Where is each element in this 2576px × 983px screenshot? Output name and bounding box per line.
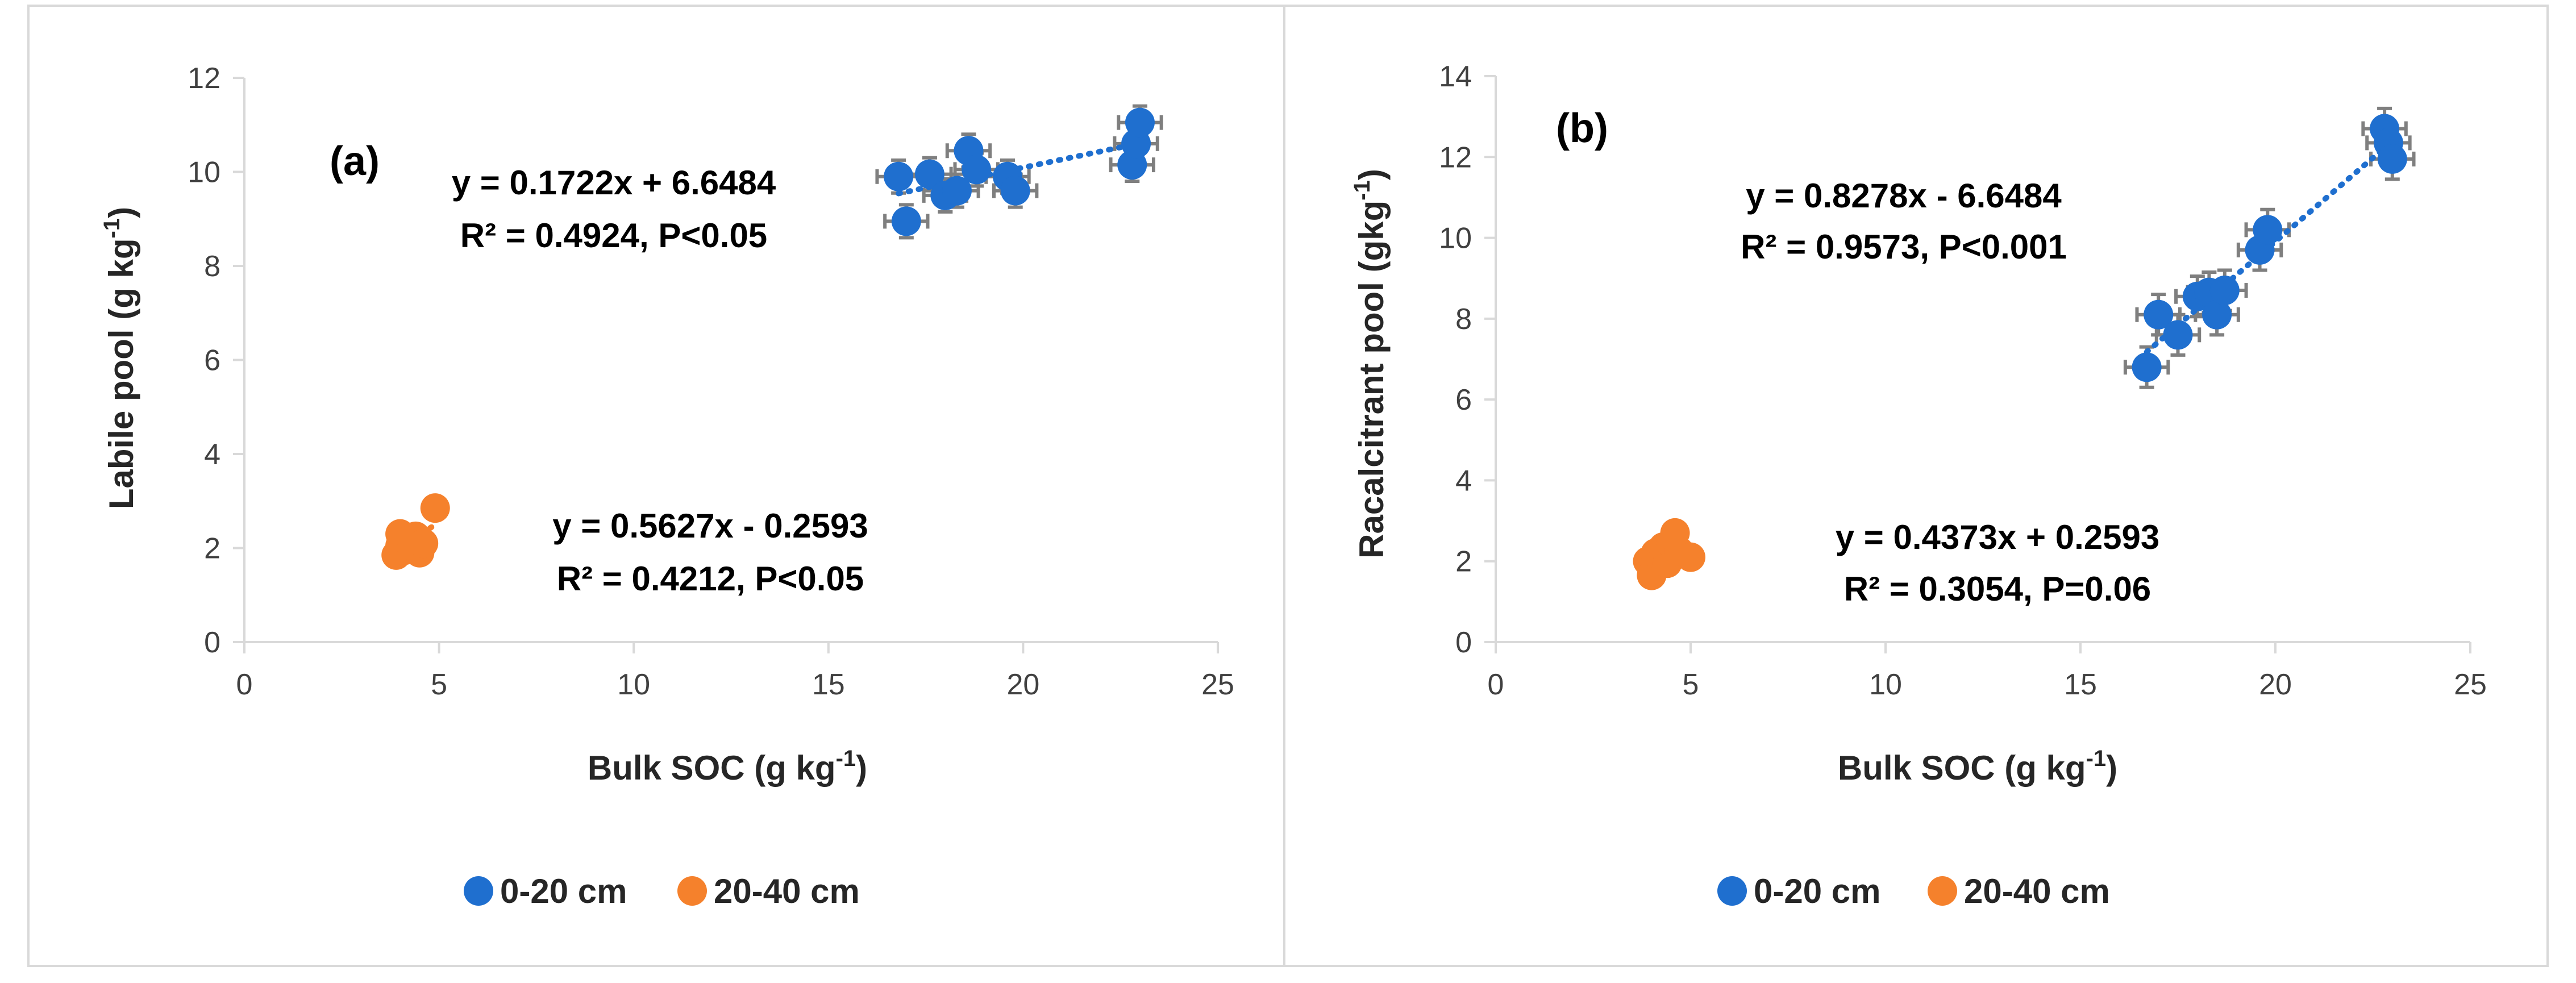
panel-a-point-0-20 <box>884 161 914 191</box>
panel-b-legend-label-0-20: 0-20 cm <box>1754 872 1880 910</box>
panel-b-y-ticks: 0 2 4 6 8 10 12 14 <box>1439 60 1496 659</box>
panel-b-y-tick-label: 12 <box>1439 141 1472 174</box>
panel-a-y-tick-label: 2 <box>204 532 220 565</box>
panel-a-point-0-20 <box>942 176 972 206</box>
panel-b-eq-0-20: y = 0.8278x - 6.6484 <box>1746 177 2062 215</box>
panel-a-point-0-20 <box>962 155 992 185</box>
panel-b-x-tick-label: 20 <box>2259 668 2292 701</box>
panel-a-x-tick-label: 15 <box>812 668 845 701</box>
panel-b-y-title: Racalcitrant pool (gkg-1) <box>1350 169 1391 559</box>
panel-b-eq-20-40: y = 0.4373x + 0.2593 <box>1836 518 2160 556</box>
panel-a-y-tick-label: 4 <box>204 438 220 471</box>
panel-b-y-tick-label: 8 <box>1455 303 1472 336</box>
panel-b-point-0-20 <box>2209 276 2240 306</box>
panel-a-legend-marker-20-40 <box>677 876 707 906</box>
panel-b-point-0-20 <box>2132 352 2162 382</box>
panel-a-x-title: Bulk SOC (g kg-1) <box>588 746 867 787</box>
panel-a: 0 2 4 6 8 10 12 0 5 10 15 20 25 (a) y = 0.1722x + 6… <box>27 5 1285 967</box>
panel-a-y-title: Labile pool (g kg-1) <box>99 207 140 509</box>
panel-b-label: (b) <box>1556 106 1608 151</box>
panel-a-x-tick-label: 0 <box>236 668 253 701</box>
panel-b-point-0-20 <box>2253 215 2283 245</box>
panel-b-border <box>1283 5 2549 967</box>
panel-a-legend-label-20-40: 20-40 cm <box>714 872 860 910</box>
panel-a-legend: 0-20 cm 20-40 cm <box>464 872 860 910</box>
panel-a-label: (a) <box>330 139 380 184</box>
panel-a-y-tick-label: 6 <box>204 344 220 377</box>
panel-b-x-tick-label: 10 <box>1869 668 1902 701</box>
panel-a-marks <box>381 104 1163 570</box>
panel-b-y-tick-label: 0 <box>1455 626 1472 659</box>
panel-a-r2-20-40: R² = 0.4212, P<0.05 <box>557 560 864 598</box>
panel-a-y-ticks: 0 2 4 6 8 10 12 <box>188 62 244 659</box>
panel-a-point-0-20 <box>1000 176 1030 206</box>
panel-a-x-ticks: 0 5 10 15 20 25 <box>236 642 1234 701</box>
panel-a-legend-label-0-20: 0-20 cm <box>500 872 627 910</box>
panel-b-marks <box>1633 106 2416 590</box>
panel-b-r2-20-40: R² = 0.3054, P=0.06 <box>1844 570 2151 608</box>
panel-b-y-tick-label: 10 <box>1439 222 1472 255</box>
panel-b-legend-label-20-40: 20-40 cm <box>1964 872 2110 910</box>
panel-b: 0 2 4 6 8 10 12 14 0 5 10 15 20 25 (b) y = 0.8278x -… <box>1283 5 2549 967</box>
panel-b-y-tick-label: 4 <box>1455 464 1472 497</box>
panel-a-point-0-20 <box>1125 107 1155 138</box>
panel-b-point-0-20 <box>2377 144 2407 174</box>
panel-a-y-tick-label: 0 <box>204 626 220 659</box>
panel-a-legend-marker-0-20 <box>464 876 493 906</box>
panel-b-y-tick-label: 6 <box>1455 384 1472 416</box>
panel-a-point-20-40 <box>409 528 439 559</box>
panel-a-y-tick-label: 12 <box>188 62 220 95</box>
panel-b-legend-marker-20-40 <box>1928 876 1957 906</box>
panel-b-x-ticks: 0 5 10 15 20 25 <box>1488 642 2487 701</box>
panel-a-x-tick-label: 25 <box>1201 668 1234 701</box>
panel-b-point-0-20 <box>2202 299 2232 330</box>
panel-b-point-20-40 <box>1676 542 1705 572</box>
panel-b-r2-0-20: R² = 0.9573, P<0.001 <box>1741 228 2067 266</box>
panel-b-point-0-20 <box>2144 299 2174 330</box>
panel-a-point-20-40 <box>420 493 450 523</box>
panel-b-x-tick-label: 5 <box>1683 668 1699 701</box>
panel-b-legend: 0-20 cm 20-40 cm <box>1717 872 2110 910</box>
panel-a-point-0-20 <box>914 159 944 189</box>
panel-b-x-tick-label: 25 <box>2454 668 2487 701</box>
panel-a-y-tick-label: 10 <box>188 156 220 189</box>
panel-a-x-tick-label: 20 <box>1006 668 1039 701</box>
panel-b-x-title: Bulk SOC (g kg-1) <box>1838 746 2117 787</box>
panel-a-eq-20-40: y = 0.5627x - 0.2593 <box>552 507 868 545</box>
panel-a-eq-0-20: y = 0.1722x + 6.6484 <box>452 164 776 202</box>
panel-a-r2-0-20: R² = 0.4924, P<0.05 <box>460 216 767 255</box>
panel-b-x-tick-label: 15 <box>2064 668 2097 701</box>
panel-b-point-0-20 <box>2163 320 2193 350</box>
panel-b-trendline-0-20 <box>2144 141 2391 355</box>
panel-b-legend-marker-0-20 <box>1717 876 1747 906</box>
panel-b-y-tick-label: 14 <box>1439 60 1472 93</box>
panel-a-x-tick-label: 5 <box>431 668 447 701</box>
panel-a-x-tick-label: 10 <box>617 668 650 701</box>
panel-b-x-tick-label: 0 <box>1488 668 1504 701</box>
panel-a-point-0-20 <box>891 206 921 236</box>
panel-a-y-tick-label: 8 <box>204 250 220 283</box>
panel-b-y-tick-label: 2 <box>1455 545 1472 578</box>
